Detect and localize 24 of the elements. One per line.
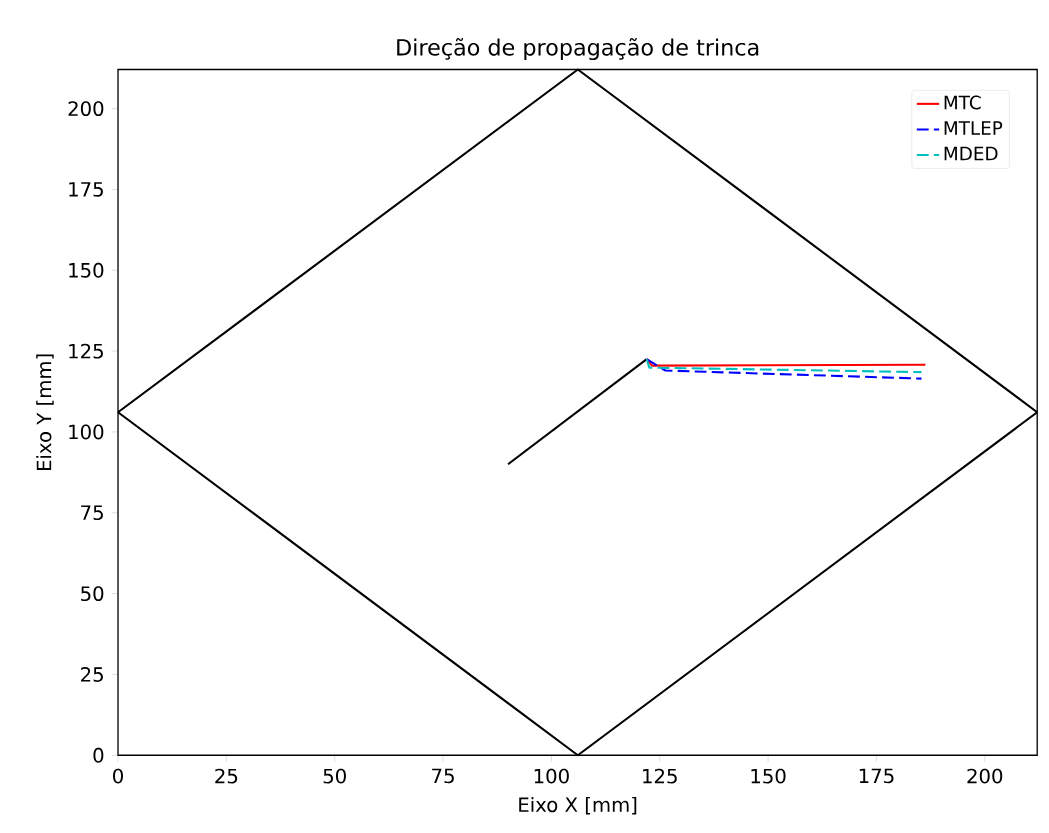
y-tick-label: 75 <box>81 505 103 521</box>
x-tick-label: 50 <box>323 768 346 784</box>
x-tick-label: 25 <box>215 768 238 784</box>
y-tick-label: 175 <box>69 182 103 197</box>
y-tick-label: 25 <box>81 667 103 683</box>
x-tick-label: 175 <box>859 768 894 784</box>
x-tick-label: 150 <box>751 768 786 784</box>
legend-label: MDED <box>944 147 998 161</box>
y-tick-label: 100 <box>69 424 104 440</box>
x-tick-label: 200 <box>967 768 1003 784</box>
y-axis-title: Eixo Y [mm] <box>36 354 54 471</box>
legend-label: MTC <box>944 95 981 110</box>
x-tick-label: 125 <box>643 768 677 784</box>
y-tick-label: 50 <box>81 586 104 602</box>
y-tick-label: 125 <box>69 343 103 359</box>
x-tick-label: 100 <box>534 768 569 784</box>
legend-label: MTLEP <box>944 121 1003 135</box>
x-tick-label: 75 <box>432 768 454 784</box>
chart-title: Direção de propagação de trinca <box>397 38 759 61</box>
y-tick-label: 0 <box>93 748 104 763</box>
x-axis-title: Eixo X [mm] <box>519 797 637 815</box>
y-tick-label: 200 <box>68 101 104 117</box>
y-tick-label: 150 <box>69 263 104 278</box>
x-tick-label: 0 <box>113 768 123 784</box>
